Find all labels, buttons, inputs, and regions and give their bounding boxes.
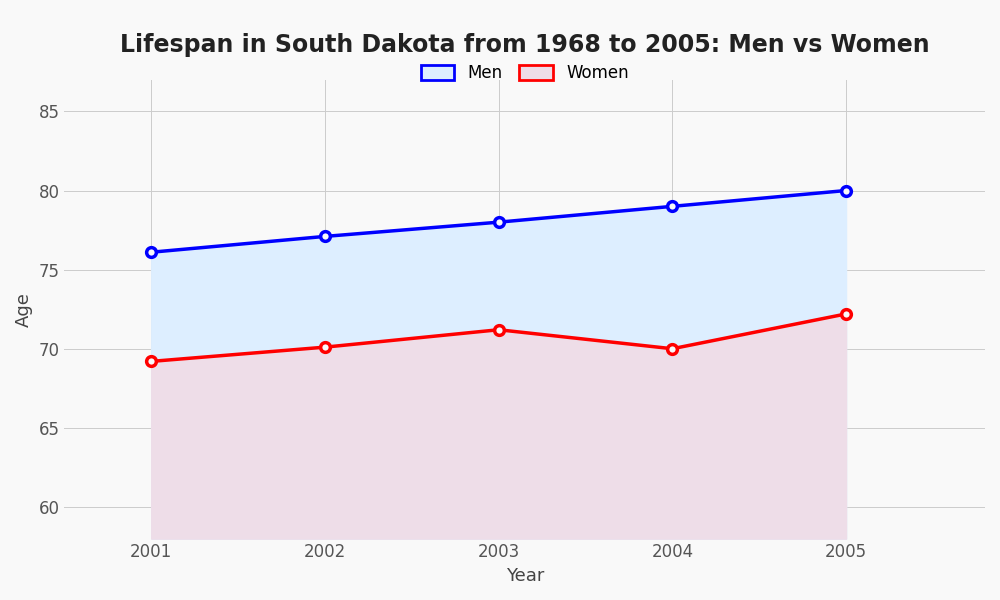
- Legend: Men, Women: Men, Women: [413, 56, 637, 91]
- Y-axis label: Age: Age: [15, 292, 33, 326]
- Title: Lifespan in South Dakota from 1968 to 2005: Men vs Women: Lifespan in South Dakota from 1968 to 20…: [120, 33, 930, 57]
- X-axis label: Year: Year: [506, 567, 544, 585]
